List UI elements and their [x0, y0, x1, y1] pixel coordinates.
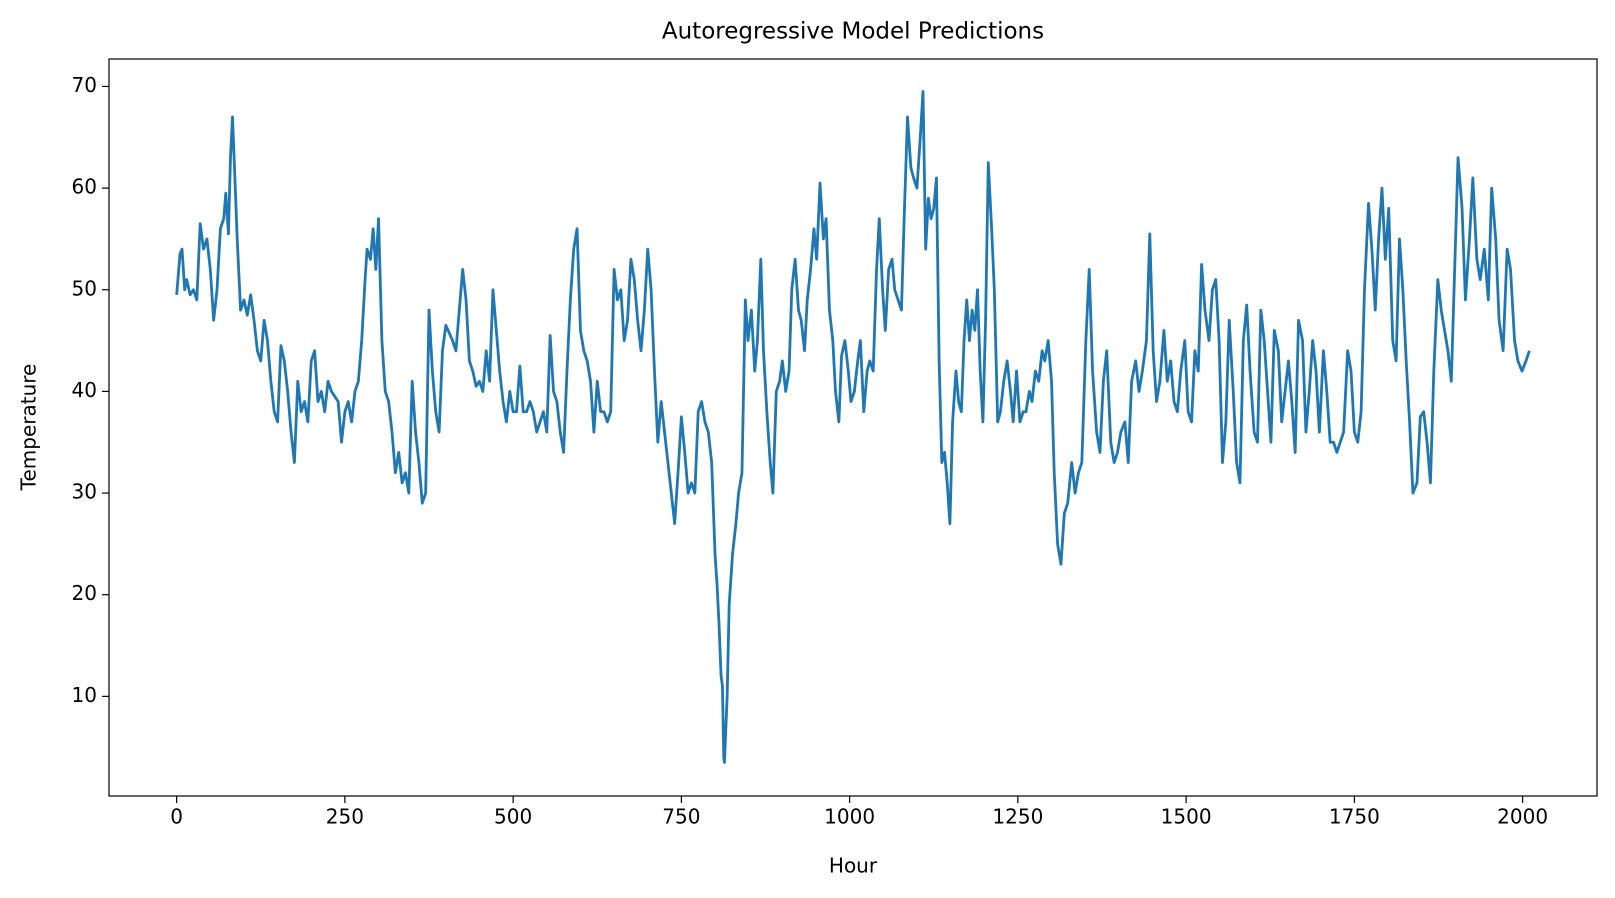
y-tick-label: 40	[72, 378, 97, 402]
y-tick-label: 10	[72, 683, 97, 707]
x-tick-label: 250	[326, 805, 364, 829]
x-tick-label: 1750	[1329, 805, 1380, 829]
y-tick-label: 20	[72, 581, 97, 605]
x-tick-label: 500	[494, 805, 532, 829]
y-tick-label: 50	[72, 276, 97, 300]
y-tick-label: 70	[72, 73, 97, 97]
y-axis-label: Temperature	[17, 364, 41, 492]
x-tick-label: 1000	[824, 805, 875, 829]
x-tick-label: 2000	[1497, 805, 1548, 829]
plot-frame	[108, 58, 1598, 797]
x-tick-label: 0	[170, 805, 183, 829]
data-line	[175, 90, 1531, 764]
chart-title: Autoregressive Model Predictions	[662, 19, 1044, 45]
x-tick-label: 1500	[1161, 805, 1212, 829]
x-tick-label: 1250	[992, 805, 1043, 829]
x-tick-label: 750	[662, 805, 700, 829]
y-tick-label: 30	[72, 480, 97, 504]
y-tick-label: 60	[72, 175, 97, 199]
x-axis-label: Hour	[829, 854, 878, 878]
